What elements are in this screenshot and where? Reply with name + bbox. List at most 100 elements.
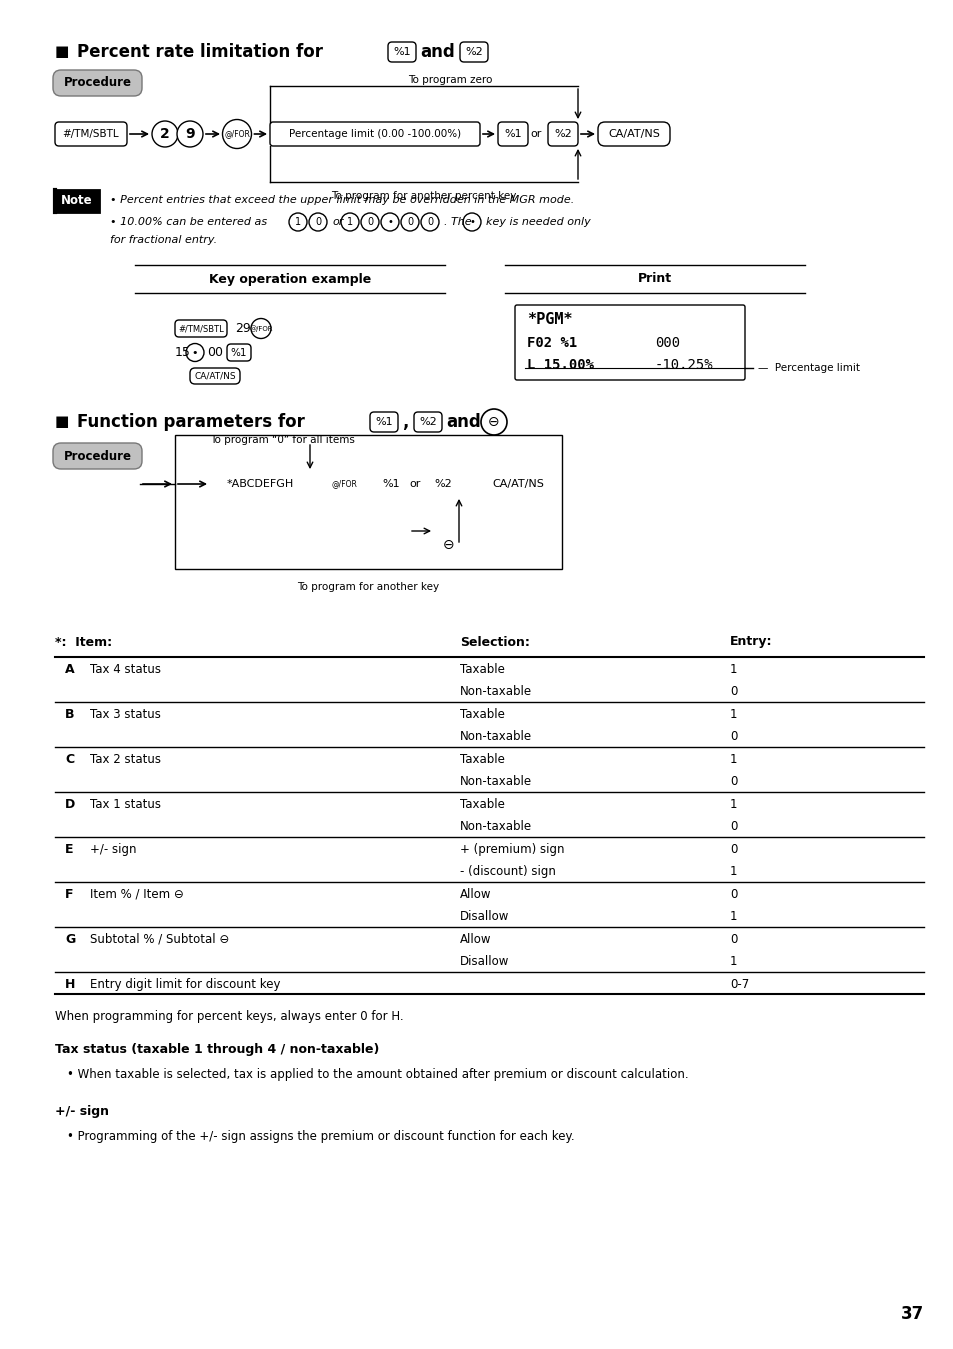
Text: 0: 0 — [729, 843, 737, 855]
Circle shape — [177, 121, 203, 147]
Text: F: F — [65, 888, 73, 901]
Text: CA/AT/NS: CA/AT/NS — [607, 130, 659, 139]
Text: 0-7: 0-7 — [729, 978, 748, 992]
Text: 1: 1 — [729, 865, 737, 878]
Text: ■: ■ — [55, 414, 70, 429]
Text: ⊖: ⊖ — [488, 415, 499, 429]
FancyBboxPatch shape — [478, 472, 557, 496]
Text: 0: 0 — [729, 820, 737, 834]
Text: +/- sign: +/- sign — [90, 843, 136, 855]
Text: *ABCDEFGH: *ABCDEFGH — [226, 479, 294, 488]
Text: Subtotal % / Subtotal ⊖: Subtotal % / Subtotal ⊖ — [90, 934, 229, 946]
Text: 1: 1 — [729, 911, 737, 923]
Text: F02 %1: F02 %1 — [526, 336, 577, 349]
FancyBboxPatch shape — [174, 320, 227, 337]
Text: Taxable: Taxable — [459, 708, 504, 720]
Text: %1: %1 — [231, 348, 247, 357]
Text: or: or — [409, 479, 420, 488]
FancyBboxPatch shape — [515, 305, 744, 380]
Text: E: E — [65, 843, 73, 855]
Text: Disallow: Disallow — [459, 911, 509, 923]
Text: Non-taxable: Non-taxable — [459, 685, 532, 699]
Circle shape — [329, 469, 358, 499]
Circle shape — [480, 409, 506, 434]
Text: CA/AT/NS: CA/AT/NS — [492, 479, 543, 488]
Text: -10.25%: -10.25% — [655, 357, 713, 372]
Text: key is needed only: key is needed only — [485, 217, 590, 227]
FancyBboxPatch shape — [414, 411, 441, 432]
Text: CA/AT/NS: CA/AT/NS — [194, 371, 235, 380]
Circle shape — [309, 213, 327, 231]
Text: ■: ■ — [55, 45, 70, 59]
Text: When programming for percent keys, always enter 0 for H.: When programming for percent keys, alway… — [55, 1010, 403, 1023]
Text: 15: 15 — [174, 345, 191, 359]
Circle shape — [434, 530, 463, 560]
Text: *PGM*: *PGM* — [526, 312, 572, 326]
Text: #/TM/SBTL: #/TM/SBTL — [178, 324, 224, 333]
Text: %1: %1 — [393, 47, 411, 57]
Text: H: H — [65, 978, 75, 992]
Text: Function parameters for: Function parameters for — [77, 413, 305, 430]
Circle shape — [222, 120, 252, 148]
Text: To program for another key: To program for another key — [297, 581, 439, 592]
Text: Tax 3 status: Tax 3 status — [90, 708, 161, 720]
Text: and: and — [419, 43, 455, 61]
Text: Tax 2 status: Tax 2 status — [90, 753, 161, 766]
Text: ,: , — [401, 413, 408, 430]
Text: To program “0” for all items: To program “0” for all items — [210, 434, 355, 445]
Text: 000: 000 — [655, 336, 679, 349]
Text: @/FOR: @/FOR — [249, 325, 273, 332]
Text: 1: 1 — [729, 662, 737, 676]
FancyBboxPatch shape — [55, 121, 127, 146]
Text: Disallow: Disallow — [459, 955, 509, 969]
Text: ⊖: ⊖ — [443, 538, 455, 552]
Circle shape — [380, 213, 398, 231]
Text: A: A — [65, 662, 74, 676]
FancyBboxPatch shape — [547, 121, 578, 146]
Text: Allow: Allow — [459, 934, 491, 946]
FancyBboxPatch shape — [459, 42, 488, 62]
FancyBboxPatch shape — [53, 70, 142, 96]
Text: 0: 0 — [729, 730, 737, 743]
Text: Percent rate limitation for: Percent rate limitation for — [77, 43, 323, 61]
Text: #/TM/SBTL: #/TM/SBTL — [63, 130, 119, 139]
Text: %1: %1 — [382, 479, 399, 488]
Text: G: G — [65, 934, 75, 946]
Text: 1: 1 — [729, 753, 737, 766]
Text: Allow: Allow — [459, 888, 491, 901]
Text: 0: 0 — [729, 934, 737, 946]
Circle shape — [152, 121, 178, 147]
Text: To program zero: To program zero — [407, 76, 492, 85]
Text: @/FOR: @/FOR — [224, 130, 250, 139]
Text: 1: 1 — [294, 217, 301, 227]
Text: 9: 9 — [185, 127, 194, 142]
Text: 00: 00 — [207, 345, 223, 359]
Text: Print: Print — [638, 272, 671, 286]
Text: %2: %2 — [434, 479, 452, 488]
Text: %2: %2 — [554, 130, 571, 139]
Text: L 15.00%: L 15.00% — [526, 357, 594, 372]
Text: 1: 1 — [729, 708, 737, 720]
Text: %2: %2 — [465, 47, 482, 57]
Text: Non-taxable: Non-taxable — [459, 820, 532, 834]
Text: 37: 37 — [900, 1304, 923, 1323]
Text: . The: . The — [443, 217, 471, 227]
Text: Non-taxable: Non-taxable — [459, 776, 532, 788]
Text: Percentage limit (0.00 -100.00%): Percentage limit (0.00 -100.00%) — [289, 130, 460, 139]
Text: B: B — [65, 708, 74, 720]
Text: 0: 0 — [729, 685, 737, 699]
Text: Taxable: Taxable — [459, 662, 504, 676]
Text: 0: 0 — [314, 217, 321, 227]
FancyBboxPatch shape — [427, 472, 458, 496]
Circle shape — [186, 344, 204, 362]
Text: Tax 4 status: Tax 4 status — [90, 662, 161, 676]
Text: Item % / Item ⊖: Item % / Item ⊖ — [90, 888, 184, 901]
Text: To program for another percent key: To program for another percent key — [331, 192, 517, 201]
Text: • Percent entries that exceed the upper limit may be overridden in the MGR mode.: • Percent entries that exceed the upper … — [110, 196, 574, 205]
Text: %1: %1 — [503, 130, 521, 139]
Text: •: • — [192, 348, 198, 357]
Text: Non-taxable: Non-taxable — [459, 730, 532, 743]
Text: 0: 0 — [367, 217, 373, 227]
FancyBboxPatch shape — [370, 411, 397, 432]
Text: 2: 2 — [160, 127, 170, 142]
